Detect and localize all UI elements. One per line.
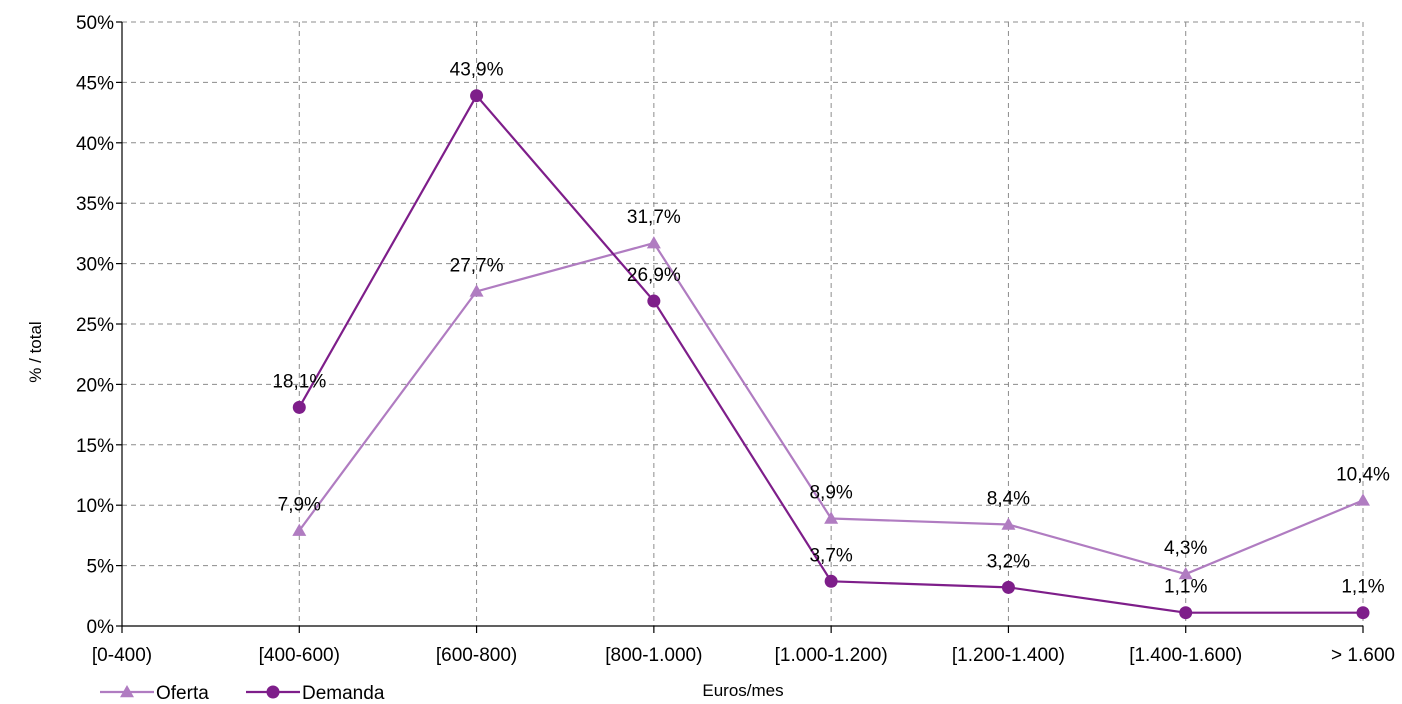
y-tick-label: 10% <box>76 496 114 517</box>
data-point-demanda <box>1356 606 1370 620</box>
series-layer <box>292 89 1370 620</box>
x-tick-label: [1.400-1.600) <box>1129 645 1242 666</box>
y-tick-label: 35% <box>76 194 114 215</box>
data-point-demanda <box>1001 580 1015 594</box>
data-label-demanda: 43,9% <box>450 60 504 81</box>
grid-lines <box>122 21 1364 626</box>
data-label-oferta: 27,7% <box>450 255 504 276</box>
data-label-oferta: 4,3% <box>1164 538 1207 559</box>
data-label-oferta: 8,9% <box>809 482 852 503</box>
legend-label-demanda: Demanda <box>302 683 385 704</box>
legend-label-oferta: Oferta <box>156 683 209 704</box>
data-point-demanda <box>470 89 484 103</box>
data-point-oferta <box>1356 493 1370 506</box>
x-tick-label: [1.000-1.200) <box>775 645 888 666</box>
data-label-demanda: 1,1% <box>1341 577 1384 598</box>
x-tick-label: > 1.600 <box>1331 645 1395 666</box>
legend-marker-demanda <box>266 685 280 699</box>
legend: Oferta Demanda <box>100 683 385 704</box>
y-tick-label: 0% <box>87 617 115 638</box>
x-tick-label: [600-800) <box>436 645 517 666</box>
data-label-oferta: 7,9% <box>278 495 321 516</box>
y-tick-label: 5% <box>87 557 115 578</box>
y-tick-label: 50% <box>76 13 114 34</box>
y-tick-label: 20% <box>76 375 114 396</box>
legend-marker-oferta <box>120 685 134 698</box>
y-tick-label: 40% <box>76 134 114 155</box>
x-axis-title: Euros/mes <box>702 681 783 700</box>
data-label-oferta: 10,4% <box>1336 464 1390 485</box>
y-tick-label: 15% <box>76 436 114 457</box>
data-point-oferta <box>646 236 661 249</box>
data-label-demanda: 3,2% <box>987 551 1030 572</box>
data-point-oferta <box>469 284 484 297</box>
data-point-oferta <box>292 523 307 536</box>
data-label-oferta: 8,4% <box>987 489 1030 510</box>
data-point-demanda <box>647 294 661 308</box>
x-tick-label: [1.200-1.400) <box>952 645 1065 666</box>
data-point-demanda <box>824 574 838 588</box>
axes: 0% 5% 10% 15% 20% 25% 30% 35% 40% 45% 50% [0-400) [4… <box>76 13 1395 666</box>
data-label-demanda: 3,7% <box>809 545 852 566</box>
y-tick-label: 25% <box>76 315 114 336</box>
data-label-demanda: 26,9% <box>627 265 681 286</box>
data-point-oferta <box>824 511 839 524</box>
y-tick-label: 30% <box>76 255 114 276</box>
x-tick-label: [0-400) <box>92 645 152 666</box>
x-tick-label: [800-1.000) <box>605 645 702 666</box>
data-point-demanda <box>1179 606 1193 620</box>
x-tick-label: [400-600) <box>259 645 340 666</box>
data-labels: 7,9% 27,7% 31,7% 8,9% 8,4% 4,3% 10,4% 18,1% 43,9… <box>272 60 1390 598</box>
data-label-oferta: 31,7% <box>627 207 681 228</box>
data-label-demanda: 1,1% <box>1164 577 1207 598</box>
y-axis-title: % / total <box>26 321 45 382</box>
y-tick-label: 45% <box>76 73 114 94</box>
data-point-demanda <box>292 400 306 414</box>
data-point-oferta <box>1001 517 1016 530</box>
data-point-oferta <box>1178 567 1193 580</box>
data-label-demanda: 18,1% <box>272 371 326 392</box>
